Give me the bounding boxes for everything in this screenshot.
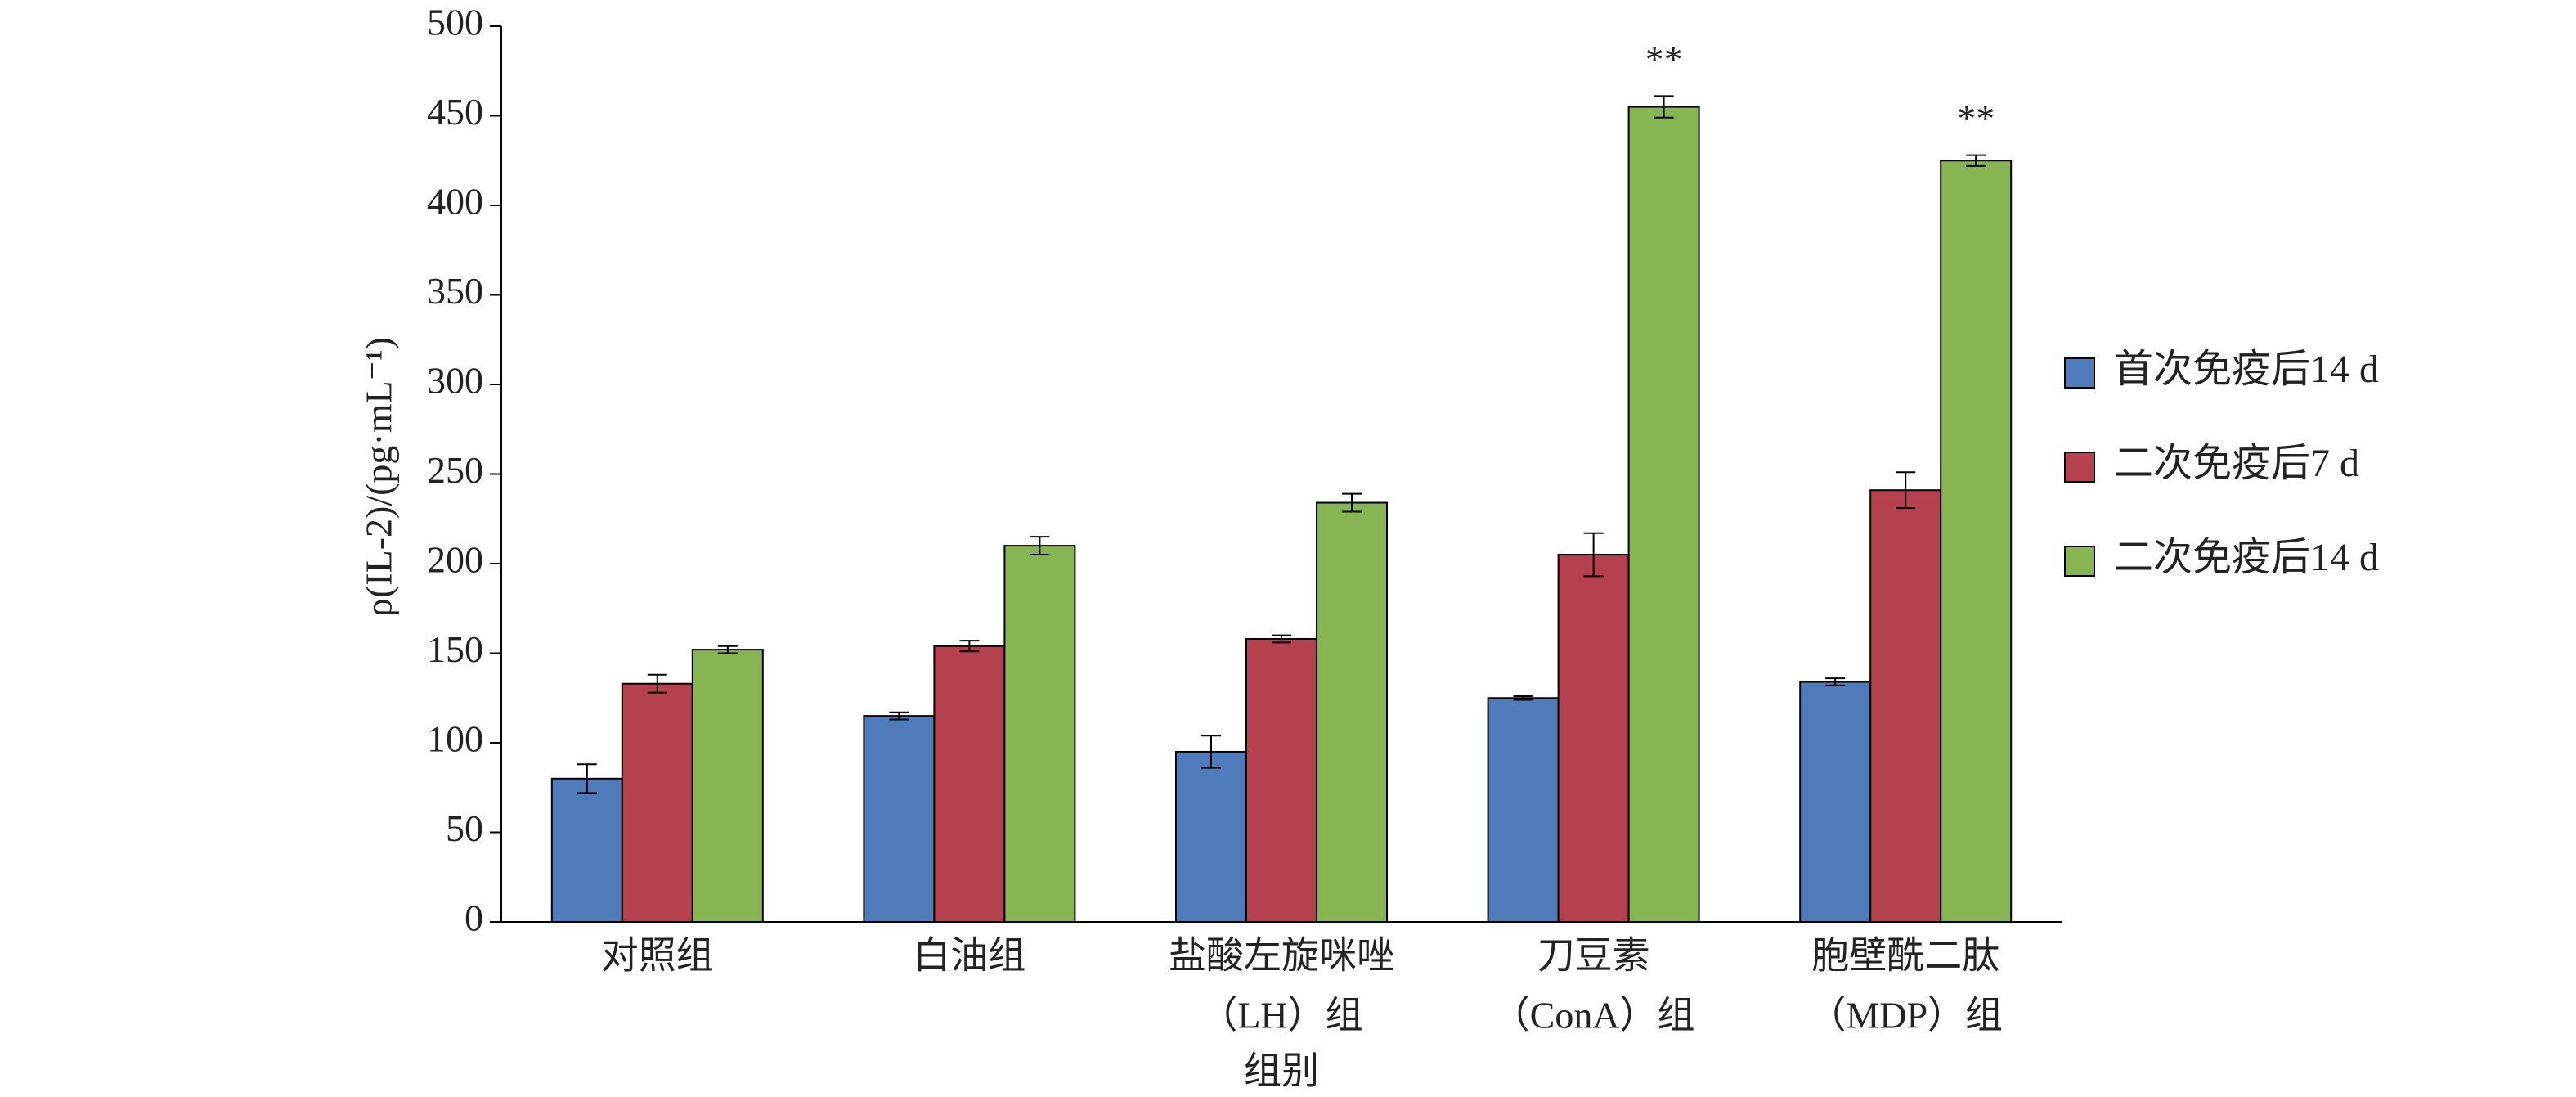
annotation: ** bbox=[1645, 38, 1683, 80]
bar bbox=[1627, 106, 1700, 924]
y-axis-label: ρ(IL-2)/(pg·mL⁻¹) bbox=[358, 337, 400, 617]
annotation: ** bbox=[1957, 97, 1995, 139]
bar bbox=[1869, 489, 1942, 923]
error-bar bbox=[1513, 695, 1533, 701]
x-tick-label: 对照组 bbox=[601, 935, 714, 977]
legend-swatch bbox=[2064, 452, 2095, 483]
error-bar bbox=[1966, 154, 1986, 167]
bar bbox=[863, 715, 936, 924]
x-tick-label: （LH）组 bbox=[1200, 995, 1362, 1036]
bar bbox=[1799, 681, 1872, 923]
bar bbox=[933, 645, 1006, 923]
x-tick-label: 刀豆素 bbox=[1537, 935, 1650, 977]
x-tick-label: 胞壁酰二肽 bbox=[1811, 935, 1999, 977]
error-bar bbox=[1030, 536, 1050, 556]
bar bbox=[1316, 501, 1388, 923]
x-tick-label: 盐酸左旋咪唑 bbox=[1169, 935, 1394, 977]
bar bbox=[691, 649, 764, 923]
error-bar bbox=[1201, 735, 1221, 769]
bar bbox=[1557, 554, 1630, 923]
error-bar bbox=[577, 763, 597, 794]
bar bbox=[1245, 637, 1317, 923]
error-bar bbox=[1342, 492, 1362, 513]
bar bbox=[1175, 750, 1247, 924]
error-bar bbox=[717, 645, 738, 654]
y-tick-label: 250 bbox=[427, 449, 483, 491]
legend-swatch bbox=[2064, 357, 2095, 389]
bar bbox=[550, 777, 623, 923]
y-tick-label: 300 bbox=[427, 360, 483, 402]
x-tick-label: （MDP）组 bbox=[1808, 995, 2003, 1036]
y-tick-label: 350 bbox=[427, 270, 483, 312]
x-axis-label: 组别 bbox=[1244, 1050, 1319, 1092]
bar bbox=[1003, 545, 1076, 923]
error-bar bbox=[889, 711, 909, 721]
error-bar bbox=[959, 640, 980, 653]
bar bbox=[1487, 697, 1560, 923]
y-tick-label: 450 bbox=[427, 91, 483, 133]
legend-label: 二次免疫后14 d bbox=[2114, 536, 2379, 579]
legend-label: 首次免疫后14 d bbox=[2114, 348, 2379, 391]
x-tick-label: 白油组 bbox=[913, 935, 1025, 977]
legend-swatch bbox=[2064, 546, 2095, 577]
error-bar bbox=[647, 673, 667, 694]
y-tick-label: 100 bbox=[427, 718, 483, 760]
y-tick-label: 50 bbox=[446, 807, 483, 849]
legend-label: 二次免疫后7 d bbox=[2114, 442, 2359, 485]
error-bar bbox=[1896, 471, 1916, 510]
x-tick-label: （ConA）组 bbox=[1492, 995, 1695, 1036]
error-bar bbox=[1654, 95, 1674, 119]
y-tick-label: 0 bbox=[464, 897, 483, 939]
error-bar bbox=[1825, 677, 1846, 686]
error-bar bbox=[1272, 634, 1291, 644]
y-tick-label: 500 bbox=[427, 2, 483, 43]
y-tick-label: 200 bbox=[427, 539, 483, 581]
bar bbox=[1940, 160, 2013, 923]
y-tick-label: 150 bbox=[427, 628, 483, 670]
y-tick-label: 400 bbox=[427, 181, 483, 223]
bar bbox=[621, 682, 693, 923]
error-bar bbox=[1583, 532, 1604, 578]
